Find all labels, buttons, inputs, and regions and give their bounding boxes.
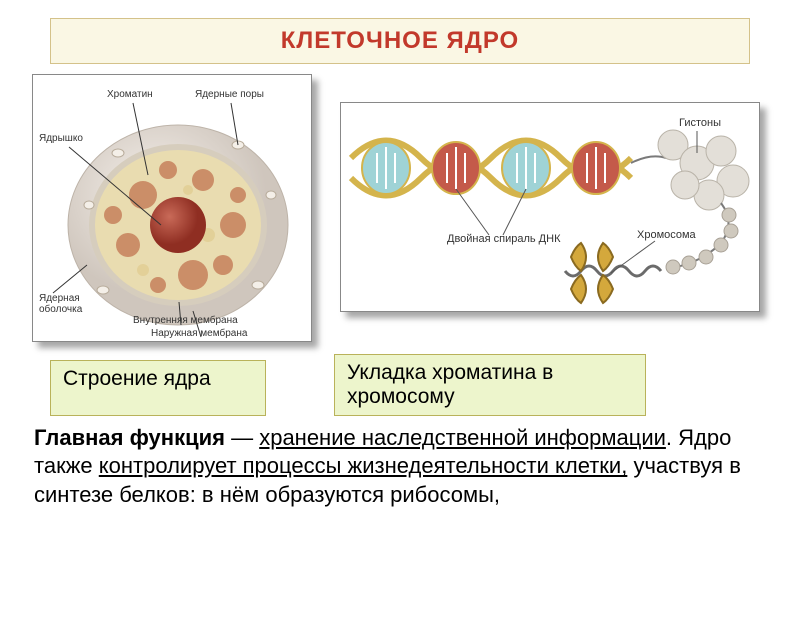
panels-row: Хроматин Ядерные поры Ядрышко Ядерная об… [0,74,800,342]
body-lead: Главная функция [34,425,225,450]
histones-icon [658,130,749,210]
label-inner-membrane: Внутренняя мембрана [133,315,238,326]
body-text: Главная функция — хранение наследственно… [0,424,800,508]
nucleus-diagram: Хроматин Ядерные поры Ядрышко Ядерная об… [32,74,312,342]
body-u1: хранение наследственной информации [259,425,666,450]
label-envelope: Ядерная оболочка [39,293,97,315]
label-outer-membrane: Наружная мембрана [151,328,247,339]
page-title: КЛЕТОЧНОЕ ЯДРО [281,27,519,54]
body-u2: контролирует процессы жизнедеятельности … [99,453,628,478]
label-nucleolus: Ядрышко [39,133,83,144]
label-helix: Двойная спираль ДНК [447,233,560,245]
title-bar: КЛЕТОЧНОЕ ЯДРО [50,18,750,64]
label-chromatin: Хроматин [107,89,153,100]
captions-row: Строение ядра Укладка хроматина в хромос… [0,360,800,416]
chromatin-diagram: Двойная спираль ДНК Гистоны Хромосома [340,102,760,312]
label-chromosome: Хромосома [637,229,696,241]
label-pores: Ядерные поры [195,89,264,100]
caption-chromatin: Укладка хроматина в хромосому [334,354,646,416]
caption-nucleus: Строение ядра [50,360,266,416]
label-histones: Гистоны [679,117,721,129]
chromatin-svg [341,103,760,312]
body-dash: — [225,425,259,450]
